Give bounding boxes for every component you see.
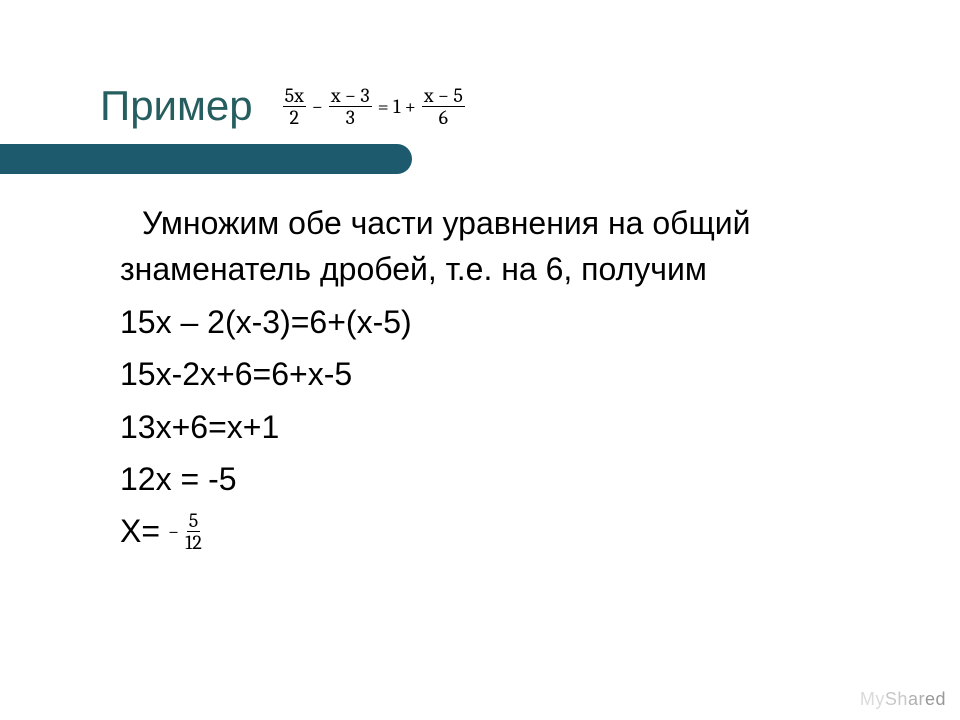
slide-body: Умножим обе части уравнения на общий зна… — [120, 200, 890, 561]
watermark-seg-3: ar — [908, 689, 925, 709]
watermark-seg-1: My — [860, 689, 885, 709]
title-equation: 5x 2 − x − 3 3 = 1 + x − 5 6 — [283, 85, 465, 128]
answer-frac: 5 12 — [183, 510, 204, 553]
title-row: Пример 5x 2 − x − 3 3 = 1 + x − 5 6 — [100, 82, 900, 130]
corner-notch — [0, 0, 90, 80]
answer-fraction: − 5 12 — [168, 510, 204, 553]
fraction-1-den: 2 — [287, 107, 300, 128]
fraction-1: 5x 2 — [283, 85, 306, 128]
slide: Пример 5x 2 − x − 3 3 = 1 + x − 5 6 Умно… — [0, 0, 960, 720]
answer-sign: − — [168, 517, 179, 546]
body-answer-line: Х= − 5 12 — [120, 508, 890, 554]
body-line-4: 12х = -5 — [120, 456, 890, 502]
answer-frac-den: 12 — [183, 532, 204, 553]
title-underline-bar — [0, 144, 412, 174]
op-minus: − — [312, 95, 323, 118]
fraction-1-num: 5x — [283, 85, 306, 107]
watermark-seg-2: Sh — [885, 689, 908, 709]
answer-prefix: Х= — [120, 508, 160, 554]
fraction-3-den: 6 — [437, 107, 450, 128]
fraction-2-num: x − 3 — [329, 85, 372, 107]
watermark: MyShared — [860, 689, 946, 710]
body-line-3: 13х+6=х+1 — [120, 404, 890, 450]
fraction-2: x − 3 3 — [329, 85, 372, 128]
op-eq-plus: = 1 + — [378, 95, 416, 118]
body-line-0: Умножим обе части уравнения на общий зна… — [120, 200, 890, 293]
fraction-2-den: 3 — [344, 107, 357, 128]
fraction-3-num: x − 5 — [422, 85, 465, 107]
body-line-1: 15х – 2(х-3)=6+(х-5) — [120, 299, 890, 345]
body-line-2: 15х-2х+6=6+х-5 — [120, 351, 890, 397]
answer-frac-num: 5 — [187, 510, 201, 532]
fraction-3: x − 5 6 — [422, 85, 465, 128]
watermark-seg-4: ed — [925, 689, 946, 709]
slide-title: Пример — [100, 82, 253, 130]
